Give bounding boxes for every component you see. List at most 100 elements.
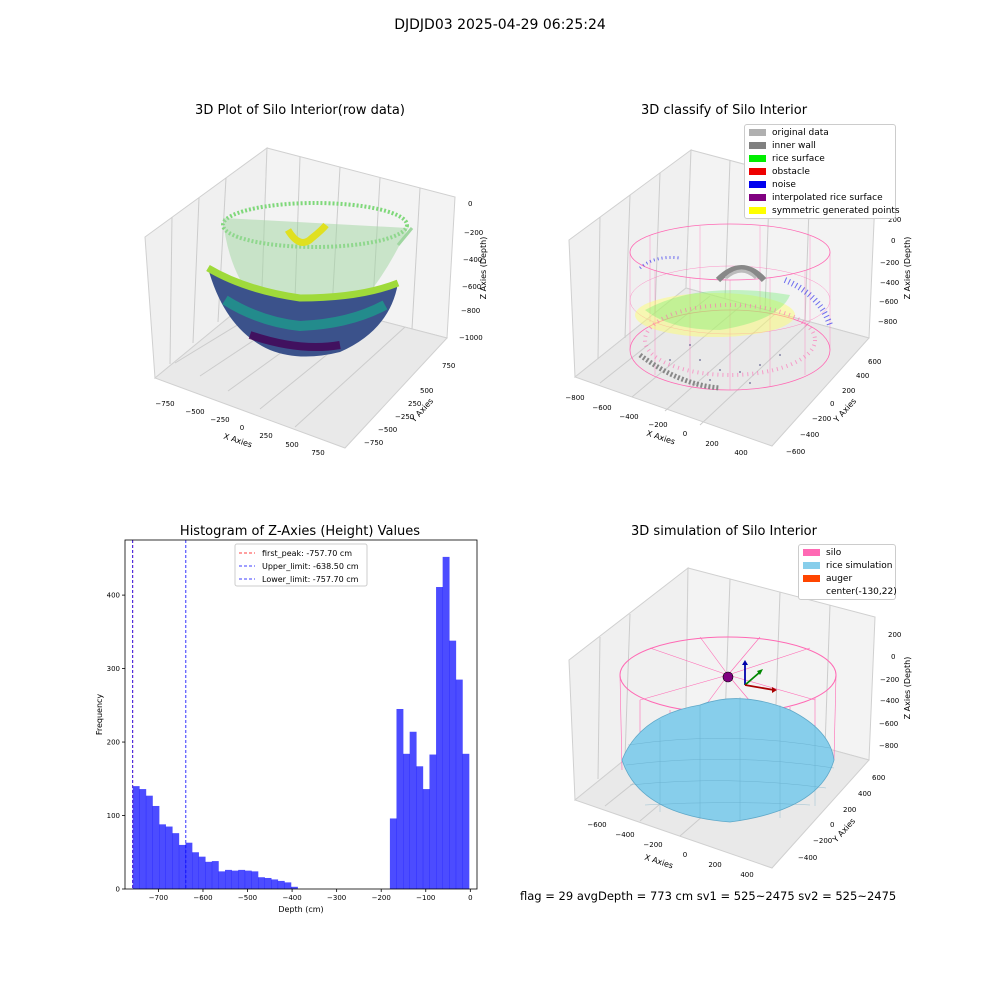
raw-bowl-rim-top (221, 201, 409, 249)
legend-label: noise (772, 179, 796, 190)
classify-ztick: −600 (879, 298, 898, 306)
simulation-ytick: 200 (843, 806, 856, 814)
raw-z-axis-label: Z Axies (Depth) (479, 237, 488, 300)
classify-ytick: −200 (812, 415, 831, 423)
raw-xtick: 500 (285, 441, 298, 449)
raw-ytick: 250 (408, 400, 421, 408)
classify-ytick: −400 (800, 431, 819, 439)
raw-ytick: 500 (420, 387, 433, 395)
histogram-legend (234, 543, 368, 587)
histogram-bar (389, 818, 397, 889)
classify-rice-surface (645, 290, 790, 330)
histogram-xtick-label: −100 (416, 894, 435, 902)
raw-stray-points (396, 227, 414, 246)
legend-item-noise: noise (745, 178, 895, 191)
legend-label: inner wall (772, 140, 816, 151)
histogram-xtick-label: 0 (468, 894, 472, 902)
classify-xtick: 200 (705, 440, 718, 448)
legend-swatch (803, 562, 820, 569)
histogram-bar (251, 871, 259, 889)
classify-xtick: −400 (619, 413, 638, 421)
simulation-xtick: −200 (643, 841, 662, 849)
classify-xtick: −800 (565, 394, 584, 402)
classify-z-axis-label: Z Axies (Depth) (903, 237, 912, 300)
histogram-bar (442, 556, 450, 889)
histogram-xtick-label: −700 (149, 894, 168, 902)
classify-ztick: 0 (891, 237, 895, 245)
simulation-rice-surface (621, 698, 835, 823)
legend-swatch (749, 168, 766, 175)
classify-ztick: −800 (878, 318, 897, 326)
histogram-bar (205, 861, 213, 889)
classify-ytick: −600 (786, 448, 805, 456)
simulation-axis-x-head (772, 687, 777, 693)
simulation-ztick: −600 (879, 720, 898, 728)
legend-label: auger (826, 573, 853, 584)
histogram-bar (462, 753, 470, 889)
histogram-y-axis-label: Frequency (95, 694, 104, 736)
classify-interpolated-surface (643, 303, 817, 377)
legend-label: obstacle (772, 166, 810, 177)
simulation-3d-plot: −600 −400 −200 0 200 400 600 400 200 0 −… (568, 566, 912, 879)
legend-label: rice surface (772, 153, 825, 164)
classify-xtick: 400 (734, 449, 747, 457)
simulation-xtick: −600 (587, 821, 606, 829)
histogram-title: Histogram of Z-Axies (Height) Values (179, 524, 421, 539)
legend-label: symmetric generated points (772, 205, 900, 216)
classify-inner-wall-ring (715, 265, 767, 283)
histogram-bar (422, 789, 430, 889)
raw-xtick: −750 (155, 400, 174, 408)
histogram-bar (178, 844, 186, 889)
simulation-axis-y (744, 671, 761, 686)
classify-3d-plot: −800 −600 −400 −200 0 200 400 600 400 20… (565, 148, 912, 457)
simulation-ytick: 600 (872, 774, 885, 782)
histogram-xtick-label: −400 (282, 894, 301, 902)
classify-ytick: 0 (830, 400, 834, 408)
histogram-bar (132, 786, 140, 889)
histogram-bar (403, 753, 410, 889)
histogram-frame (124, 539, 478, 890)
classify-x-axis-label: X Axies (645, 429, 676, 447)
simulation-ytick: 0 (830, 821, 834, 829)
legend-item-silo: silo (799, 546, 895, 559)
histogram-bar (165, 826, 173, 889)
histogram-bar (449, 640, 457, 889)
legend-swatch (749, 129, 766, 136)
legend-label: original data (772, 127, 829, 138)
histogram-bar (271, 879, 279, 889)
histogram-bar (218, 871, 226, 889)
classify-y-axis-label: Y Axies (831, 397, 858, 425)
legend-swatch (749, 142, 766, 149)
histogram-legend-label: Lower_limit: -757.70 cm (262, 575, 359, 584)
classify-ytick: 400 (856, 372, 869, 380)
simulation-z-axis-label: Z Axies (Depth) (903, 657, 912, 720)
simulation-ztick: 200 (888, 631, 901, 639)
classify-legend: original data inner wall rice surface ob… (744, 124, 900, 219)
histogram-legend-label: Upper_limit: -638.50 cm (262, 562, 359, 571)
legend-swatch (803, 588, 820, 595)
raw-ztick: −600 (462, 283, 481, 291)
histogram-bar (436, 587, 443, 889)
raw-ytick: −250 (395, 413, 414, 421)
raw-ztick: −200 (464, 229, 483, 237)
histogram-xtick-label: −500 (238, 894, 257, 902)
histogram-ytick-label: 400 (107, 592, 120, 600)
legend-item-auger: auger (799, 572, 895, 585)
raw-ztick: −400 (463, 256, 482, 264)
raw-ztick: 0 (468, 200, 472, 208)
histogram-bar (290, 886, 298, 889)
legend-swatch (749, 207, 766, 214)
classify-inner-wall-ring-inner (725, 269, 758, 280)
histogram-bar (238, 869, 246, 889)
raw-bowl-band (222, 295, 388, 332)
simulation-xtick: 200 (708, 861, 721, 869)
histogram-bar (139, 789, 147, 889)
raw-xtick: 750 (311, 449, 324, 457)
legend-swatch (749, 181, 766, 188)
histogram-bar (198, 856, 206, 889)
histogram-bar (416, 766, 424, 889)
classify-ytick: 600 (868, 358, 881, 366)
histogram-ytick-label: 0 (116, 886, 120, 894)
classify-ztick: −200 (880, 259, 899, 267)
raw-ytick: 750 (442, 362, 455, 370)
